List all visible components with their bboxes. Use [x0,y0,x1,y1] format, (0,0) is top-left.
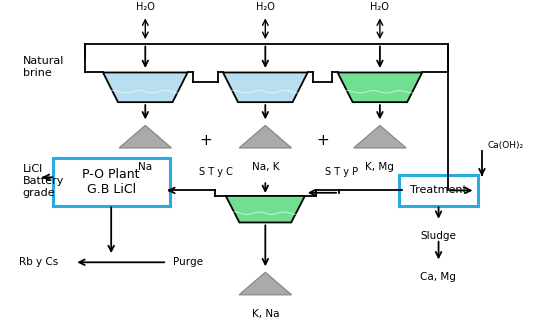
Text: S T y P: S T y P [325,167,358,177]
FancyBboxPatch shape [53,158,170,206]
Text: S T y C: S T y C [199,167,233,177]
Text: +: + [316,133,329,148]
Polygon shape [337,73,422,102]
Text: +: + [199,133,212,148]
Text: Rb y Cs: Rb y Cs [19,257,58,267]
Text: K, Mg: K, Mg [365,162,394,172]
Text: H₂O: H₂O [370,2,389,12]
Text: Treatment: Treatment [410,186,467,195]
Polygon shape [119,126,171,148]
Polygon shape [239,272,292,295]
Text: Natural
brine: Natural brine [22,56,64,78]
Polygon shape [223,73,307,102]
Text: Ca, Mg: Ca, Mg [420,272,456,282]
Text: Na: Na [138,162,153,172]
Text: P-O Plant
G.B LiCl: P-O Plant G.B LiCl [83,168,140,196]
Polygon shape [239,126,292,148]
Text: Sludge: Sludge [420,231,456,241]
Text: Purge: Purge [172,257,202,267]
Text: H₂O: H₂O [136,2,155,12]
Polygon shape [226,196,305,222]
Polygon shape [354,126,406,148]
Text: K, Na: K, Na [252,308,279,318]
Text: Ca(OH)₂: Ca(OH)₂ [487,141,523,150]
Polygon shape [103,73,188,102]
Text: H₂O: H₂O [256,2,275,12]
Text: Na, K: Na, K [252,162,279,172]
Text: LiCl
Battery
grade: LiCl Battery grade [22,164,64,198]
FancyBboxPatch shape [399,175,478,206]
